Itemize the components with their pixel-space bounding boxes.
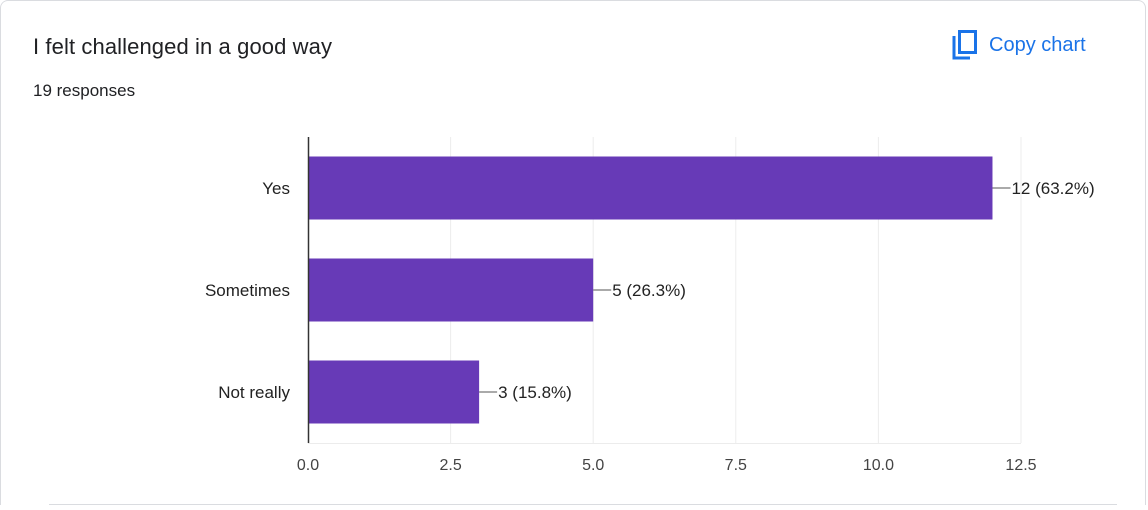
- x-tick-label: 12.5: [1005, 457, 1036, 474]
- x-tick-label: 2.5: [439, 457, 461, 474]
- bar: [308, 360, 480, 424]
- copy-chart-label: Copy chart: [989, 33, 1086, 56]
- data-label: 5 (26.3%): [612, 281, 686, 300]
- x-tick-label: 7.5: [725, 457, 747, 474]
- category-label: Not really: [218, 383, 290, 402]
- data-label: 3 (15.8%): [498, 383, 572, 402]
- question-title: I felt challenged in a good way: [33, 34, 333, 59]
- x-tick-label: 0.0: [297, 457, 319, 474]
- data-label: 12 (63.2%): [1011, 179, 1094, 198]
- category-label: Sometimes: [205, 281, 290, 300]
- response-count: 19 responses: [33, 81, 136, 100]
- bar: [308, 258, 594, 322]
- x-tick-label: 5.0: [582, 457, 604, 474]
- copy-chart-button[interactable]: Copy chart: [941, 23, 1096, 67]
- x-tick-label: 10.0: [863, 457, 894, 474]
- category-label: Yes: [262, 179, 290, 198]
- bar: [308, 156, 993, 220]
- copy-icon: [952, 30, 977, 60]
